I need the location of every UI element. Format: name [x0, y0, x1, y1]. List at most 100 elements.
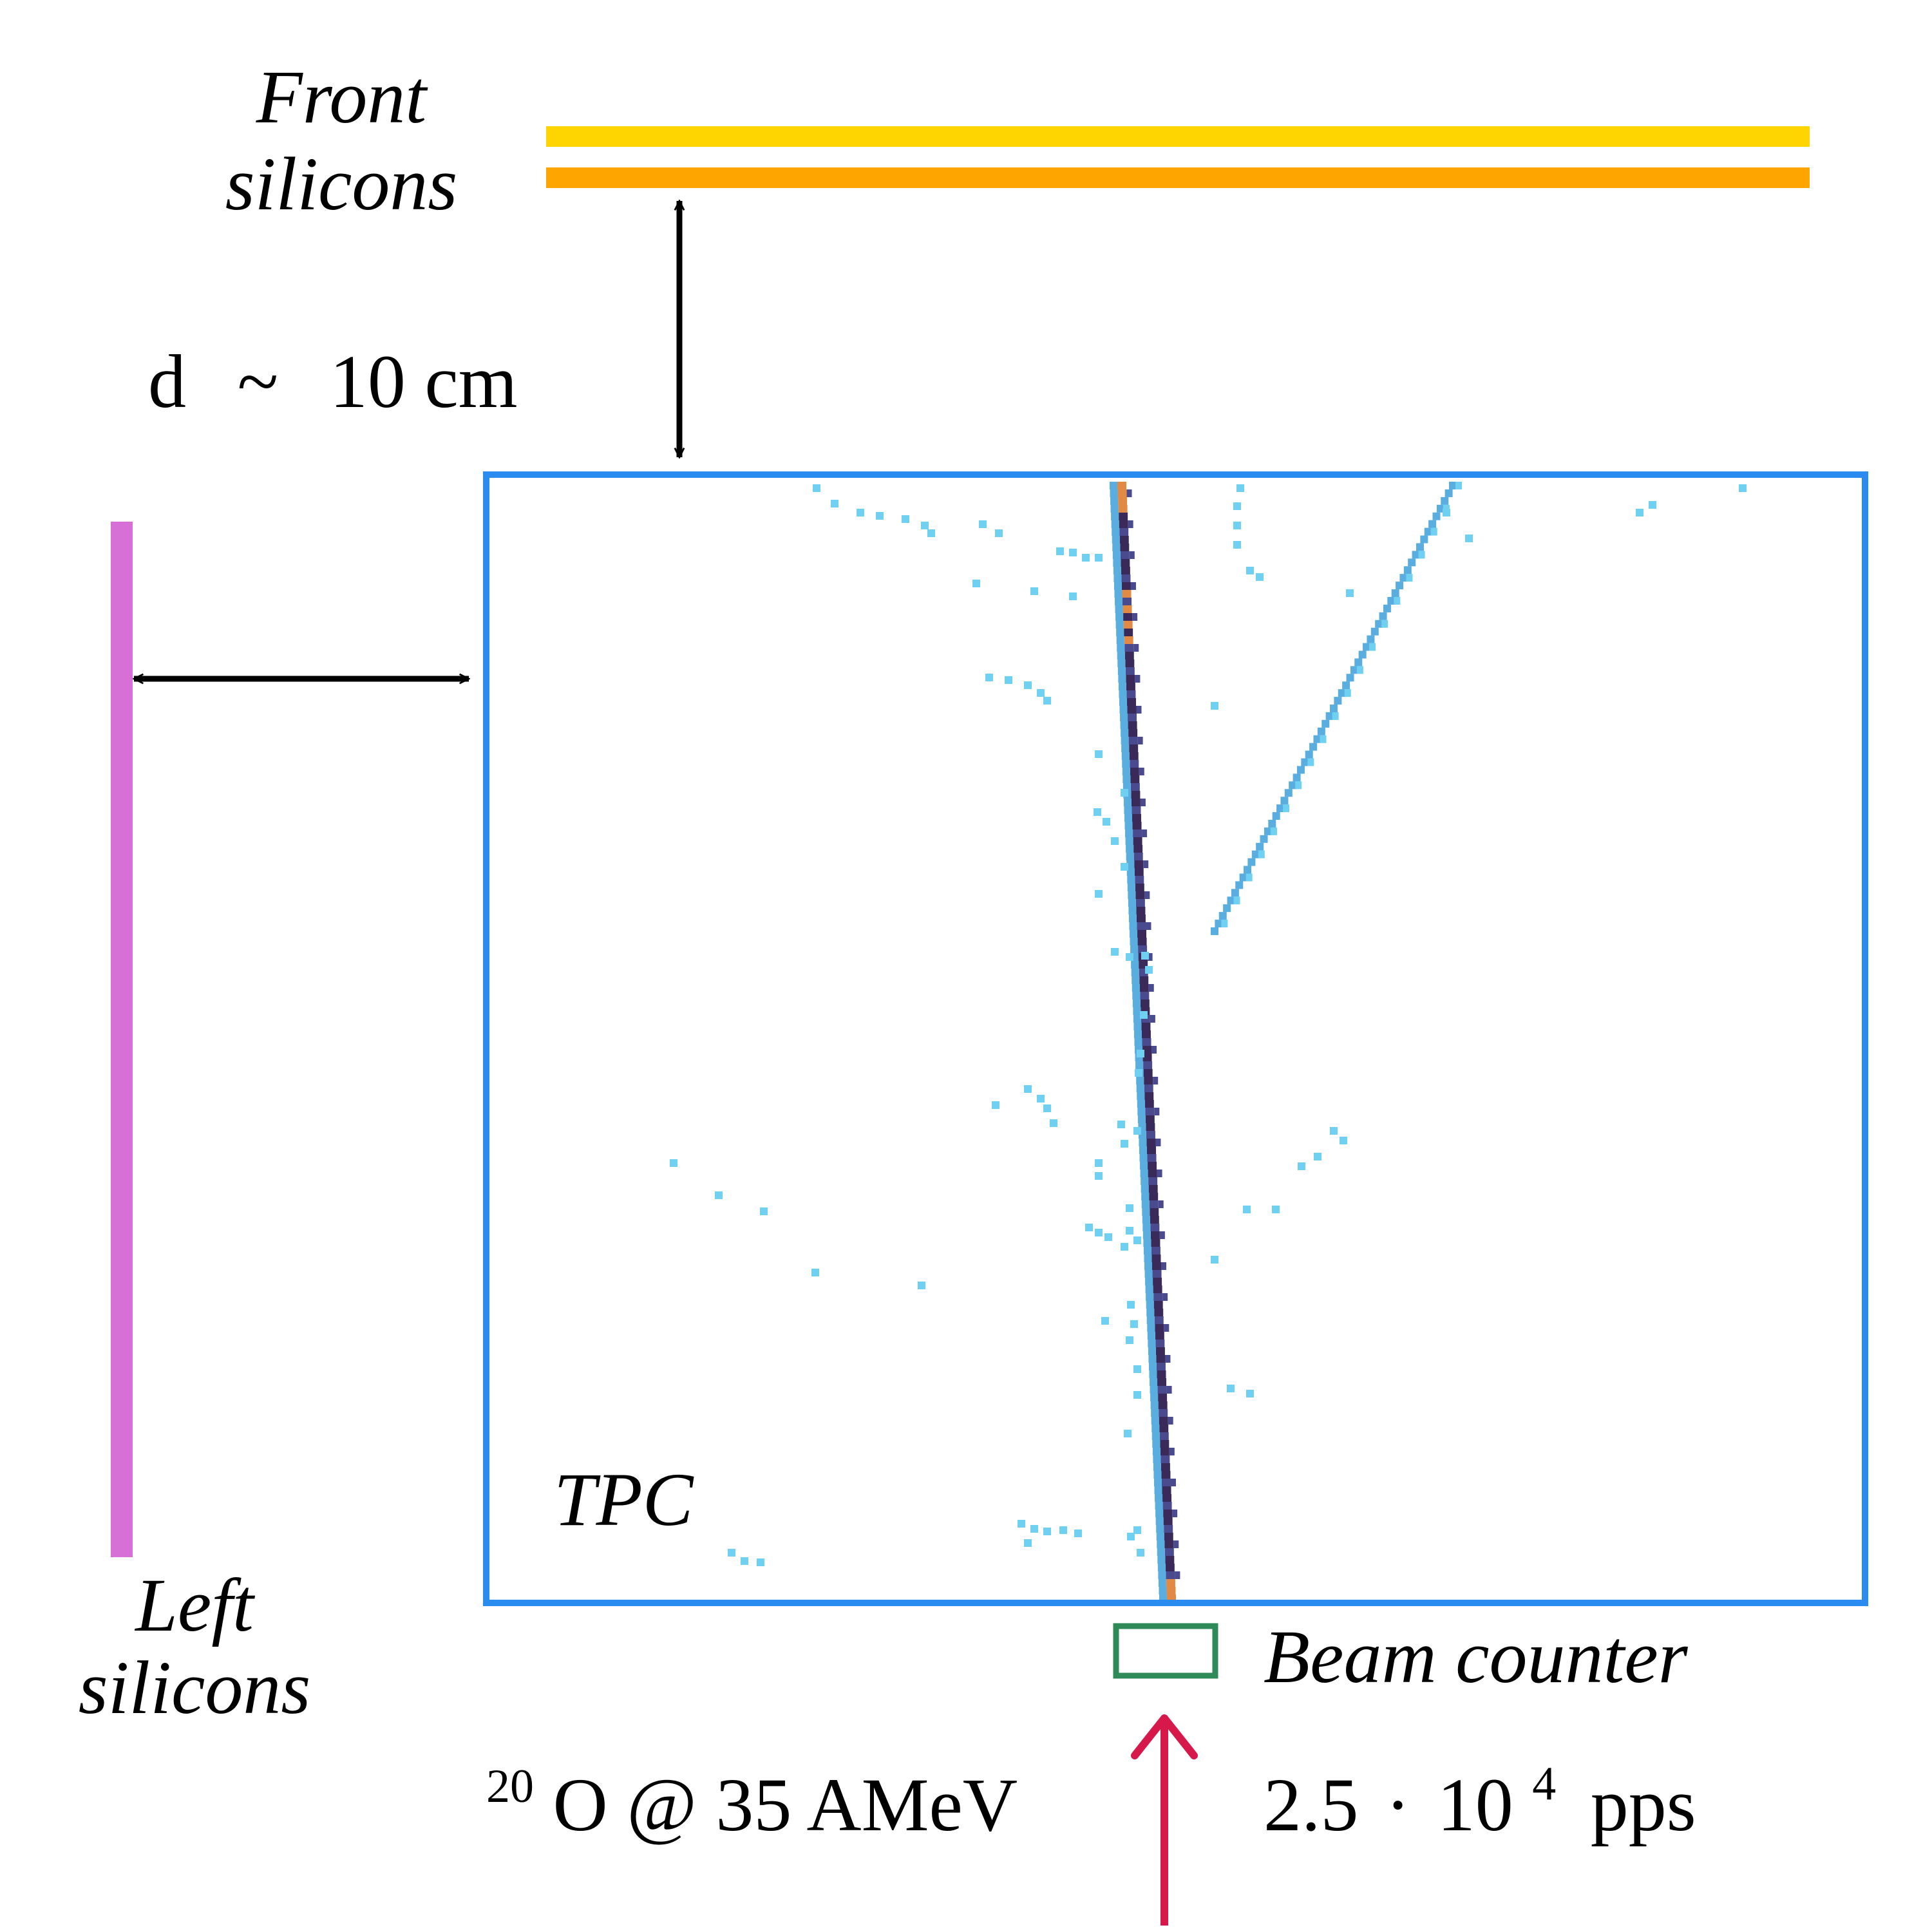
distance-d: d — [148, 339, 186, 424]
tpc-hit — [1391, 589, 1399, 598]
isotope-rest: O @ 35 AMeV — [553, 1763, 1018, 1847]
tpc-hit — [1128, 714, 1137, 721]
tpc-hit — [1169, 1448, 1175, 1455]
tpc-hit — [995, 529, 1003, 537]
tpc-hit — [1037, 689, 1045, 697]
tpc-hit — [1135, 1069, 1142, 1077]
tpc-hit — [1160, 1448, 1170, 1455]
tpc-hit — [1120, 551, 1130, 559]
tpc-hit — [985, 674, 993, 681]
tpc-hit — [1136, 1077, 1144, 1084]
tpc-hit — [1126, 683, 1135, 690]
tpc-hit — [1144, 1100, 1154, 1108]
rate-dot: · — [1385, 1763, 1410, 1847]
tpc-hit — [1233, 541, 1241, 549]
tpc-hit — [1131, 799, 1141, 806]
tpc-hit — [1121, 582, 1131, 590]
tpc-hit — [1154, 1316, 1164, 1324]
tpc-hit — [1289, 781, 1297, 790]
tpc-hit — [1124, 644, 1134, 652]
tpc-hit — [1129, 752, 1139, 760]
tpc-hit — [1141, 1023, 1151, 1030]
tpc-hit — [1111, 837, 1119, 845]
tpc-hit — [1227, 896, 1235, 905]
tpc-hit — [1118, 497, 1128, 505]
tpc-hit — [1126, 868, 1135, 876]
tpc-hit — [1151, 1417, 1159, 1425]
tpc-hit — [1251, 850, 1260, 858]
tpc-hit — [1154, 1309, 1164, 1316]
tpc-hit — [1344, 689, 1351, 697]
tpc-hit — [1138, 945, 1148, 953]
tpc-hit — [1082, 554, 1090, 562]
tpc-hit — [1270, 827, 1277, 835]
tpc-hit — [1135, 899, 1145, 907]
tpc-hit — [1140, 799, 1146, 806]
tpc-hit — [1135, 891, 1145, 899]
tpc-hit — [1247, 858, 1256, 866]
tpc-hit — [1131, 961, 1139, 969]
tpc-hit — [1157, 1370, 1166, 1378]
tpc-hit — [1139, 768, 1144, 775]
tpc-label: TPC — [554, 1457, 694, 1542]
tpc-hit — [1122, 768, 1130, 775]
tpc-hit — [1024, 1085, 1032, 1093]
tpc-hit — [1166, 1386, 1172, 1394]
tpc-hit — [1166, 1587, 1176, 1595]
tpc-hit — [1136, 1084, 1144, 1092]
tpc-hit — [1095, 1229, 1103, 1236]
tpc-hit — [1152, 1440, 1160, 1448]
tpc-hit — [1295, 781, 1302, 790]
tpc-hit — [1126, 953, 1133, 961]
tpc-hit — [1233, 522, 1241, 529]
tpc-hit — [1239, 873, 1247, 882]
front-silicons-label-line1: Front — [256, 55, 429, 139]
tpc-hit — [1118, 505, 1128, 513]
tpc-hit — [1122, 605, 1132, 613]
tpc-hit — [1117, 489, 1127, 497]
tpc-hit — [1399, 574, 1408, 582]
tpc-hit — [1153, 1278, 1162, 1285]
tpc-hit — [741, 1557, 748, 1565]
tpc-hit — [1128, 891, 1136, 899]
tpc-hit — [1284, 789, 1293, 797]
tpc-hit — [1141, 1030, 1151, 1038]
tpc-hit — [1131, 791, 1141, 799]
tpc-hit — [1153, 1285, 1162, 1293]
tpc-hit — [1148, 1340, 1156, 1347]
tpc-hit — [1122, 760, 1130, 768]
rate-unit: pps — [1591, 1763, 1696, 1847]
tpc-hit — [1095, 1159, 1103, 1167]
tpc-hit — [1148, 1185, 1158, 1193]
tpc-hit — [1137, 1100, 1145, 1108]
tpc-hit — [1148, 1170, 1157, 1177]
tpc-hit — [1211, 702, 1218, 710]
tpc-hit — [1221, 920, 1228, 928]
tpc-hit — [1153, 1301, 1163, 1309]
tpc-hit — [1143, 1239, 1151, 1247]
tpc-hit — [1121, 789, 1128, 797]
tpc-hit — [760, 1208, 768, 1215]
tpc-hit — [1116, 636, 1124, 644]
tpc-hit — [1150, 1386, 1158, 1394]
tpc-hit — [1126, 860, 1135, 868]
tpc-hit — [1149, 1200, 1159, 1208]
tpc-hit — [1146, 1293, 1154, 1301]
tpc-hit — [1160, 1455, 1170, 1463]
tpc-hit — [1118, 675, 1126, 683]
tpc-hit — [1139, 1139, 1147, 1146]
tpc-hit — [1218, 912, 1227, 920]
tpc-hit — [1153, 1455, 1161, 1463]
tpc-hit — [1110, 497, 1119, 505]
tpc-hit — [1418, 551, 1425, 559]
front-silicons-label-line2: silicons — [225, 142, 458, 226]
rate-base: 10 — [1437, 1763, 1513, 1847]
tpc-hit — [1139, 984, 1149, 992]
tpc-hit — [1132, 613, 1138, 621]
tpc-hit — [1307, 758, 1314, 766]
tpc-hit — [1156, 1363, 1166, 1370]
tpc-hit — [1140, 992, 1150, 999]
tpc-hit — [972, 580, 980, 587]
tpc-hit — [1146, 1123, 1155, 1131]
tpc-hit — [1142, 1054, 1152, 1061]
